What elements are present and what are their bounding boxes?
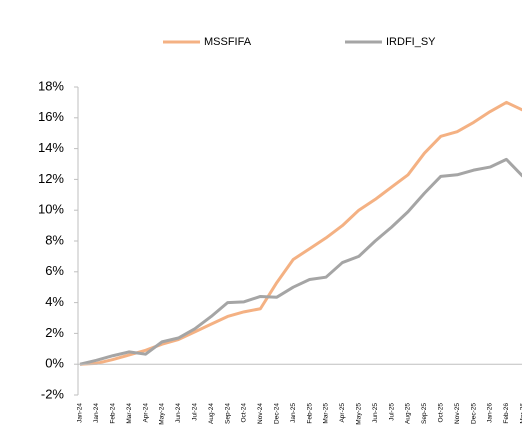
x-tick-label: Oct-25 bbox=[438, 403, 445, 423]
y-tick-label: 2% bbox=[45, 325, 64, 340]
x-tick-label: Oct-24 bbox=[241, 403, 248, 423]
x-tick-label: Feb-24 bbox=[110, 403, 117, 424]
x-tick-label: Jan-24 bbox=[77, 403, 84, 423]
x-tick-label: Mar-25 bbox=[323, 403, 330, 424]
x-tick-label: Feb-26 bbox=[503, 403, 510, 424]
x-tick-label: Feb-25 bbox=[306, 403, 313, 424]
x-tick-label: May-25 bbox=[356, 403, 363, 425]
x-tick-label: May-24 bbox=[159, 403, 166, 425]
x-tick-label: Nov-24 bbox=[257, 403, 264, 424]
line-series bbox=[79, 100, 522, 366]
legend-label: IRDFI_SY bbox=[386, 36, 436, 48]
legend-label: MSSFIFA bbox=[204, 36, 252, 48]
y-tick-label: 12% bbox=[38, 171, 64, 186]
x-tick-label: Jun-24 bbox=[175, 403, 182, 423]
x-tick-label: Jun-25 bbox=[372, 403, 379, 423]
y-tick-label: 0% bbox=[45, 356, 64, 371]
x-tick-label: Dec-24 bbox=[274, 403, 281, 424]
x-tick-label: Jul-24 bbox=[192, 403, 199, 421]
y-tick-label: -2% bbox=[41, 386, 65, 401]
x-tick-label: Jul-25 bbox=[388, 403, 395, 421]
x-tick-label: Sep-25 bbox=[421, 403, 428, 424]
x-tick-label: Sep-24 bbox=[224, 403, 231, 424]
x-tick-label: Mar-24 bbox=[126, 403, 133, 424]
y-tick-label: 18% bbox=[38, 78, 64, 93]
x-tick-label: Jan-24 bbox=[93, 403, 100, 423]
x-tick-label: Nov-25 bbox=[454, 403, 461, 424]
x-tick-label: Aug-25 bbox=[405, 403, 412, 424]
line-series bbox=[79, 157, 522, 366]
y-tick-label: 6% bbox=[45, 263, 64, 278]
plot-area bbox=[79, 100, 522, 366]
x-tick-label: Mar-26 bbox=[520, 403, 522, 424]
x-tick-label: Jan-26 bbox=[487, 403, 494, 423]
x-tick-label: Apr-25 bbox=[339, 403, 346, 423]
y-tick-label: 14% bbox=[38, 140, 64, 155]
x-tick-label: Jan-25 bbox=[290, 403, 297, 423]
y-tick-label: 8% bbox=[45, 232, 64, 247]
x-tick-label: Dec-25 bbox=[470, 403, 477, 424]
y-tick-label: 10% bbox=[38, 202, 64, 217]
y-tick-label: 4% bbox=[45, 294, 64, 309]
x-tick-label: Apr-24 bbox=[142, 403, 149, 423]
x-tick-label: Aug-24 bbox=[208, 403, 215, 424]
y-tick-label: 16% bbox=[38, 109, 64, 124]
